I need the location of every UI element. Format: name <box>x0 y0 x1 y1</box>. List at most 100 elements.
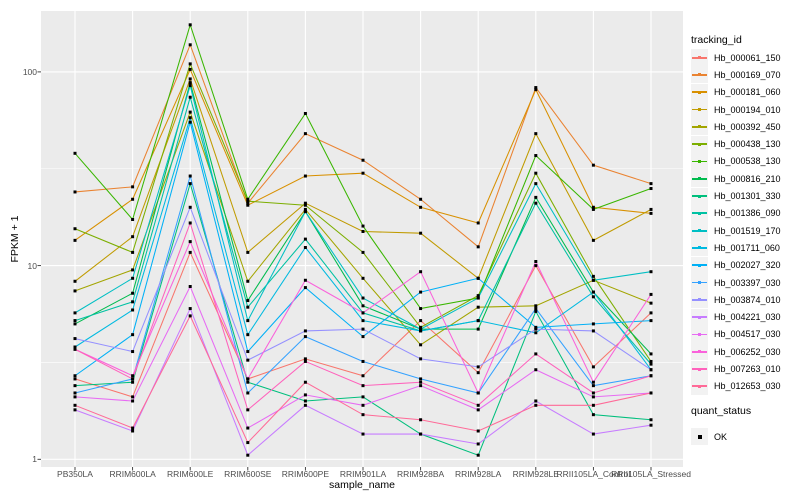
data-point-marker <box>361 327 365 331</box>
data-point-marker <box>188 77 192 81</box>
data-point-marker <box>303 201 307 205</box>
legend-title-quant-status: quant_status <box>691 405 752 417</box>
data-point-marker <box>303 380 307 384</box>
data-point-marker <box>361 432 365 436</box>
legend-item-label: Hb_001301_330 <box>714 191 781 202</box>
data-point-marker <box>303 393 307 397</box>
legend-item: Hb_003397_030 <box>691 274 781 292</box>
data-point-marker <box>131 197 135 201</box>
data-point-marker <box>419 231 423 235</box>
legend-point-swatch-icon <box>698 263 701 267</box>
data-point-marker <box>534 368 538 372</box>
legend-point-swatch-icon <box>698 90 701 94</box>
legend-item-label: Hb_001519_170 <box>714 225 781 236</box>
data-point-marker <box>73 289 77 293</box>
data-point-marker <box>73 311 77 315</box>
data-point-marker <box>73 347 77 351</box>
legend-point-swatch-icon <box>698 159 701 163</box>
legend-item-label: Hb_000061_150 <box>714 52 781 63</box>
data-point-marker <box>534 327 538 331</box>
data-point-marker <box>476 296 480 300</box>
legend-item-label: Hb_004221_030 <box>714 312 781 323</box>
data-point-marker <box>419 270 423 274</box>
legend-item-label: Hb_002027_320 <box>714 260 781 271</box>
data-point-marker <box>419 325 423 329</box>
legend-key-box <box>691 274 708 292</box>
data-point-marker <box>188 285 192 289</box>
data-point-marker <box>476 442 480 446</box>
data-point-marker <box>131 235 135 239</box>
data-point-marker <box>534 352 538 356</box>
data-point-marker <box>303 357 307 361</box>
legend-item-label: Hb_003397_030 <box>714 277 781 288</box>
data-point-marker <box>476 327 480 331</box>
data-point-marker <box>188 95 192 99</box>
data-point-marker <box>246 250 250 254</box>
data-point-marker <box>73 151 77 155</box>
data-point-marker <box>591 163 595 167</box>
data-point-marker <box>131 426 135 430</box>
data-point-marker <box>361 158 365 162</box>
data-point-marker <box>246 197 250 201</box>
data-point-marker <box>534 309 538 313</box>
data-point-marker <box>73 395 77 399</box>
legend-key-box <box>691 291 708 309</box>
data-point-marker <box>188 116 192 120</box>
data-point-marker <box>591 205 595 209</box>
data-point-marker <box>534 304 538 308</box>
legend-key-box <box>691 118 708 136</box>
data-point-marker <box>188 84 192 88</box>
data-point-marker <box>188 67 192 71</box>
legend-point-swatch-icon <box>698 125 701 129</box>
data-point-marker <box>476 429 480 433</box>
data-point-marker <box>246 305 250 309</box>
data-point-marker <box>303 329 307 333</box>
data-point-marker <box>591 295 595 299</box>
data-point-marker <box>476 294 480 298</box>
data-point-marker <box>361 413 365 417</box>
black-square-marker-icon <box>697 434 702 439</box>
legend-key-box <box>691 360 708 378</box>
legend-item: Hb_000538_130 <box>691 152 781 170</box>
data-point-marker <box>246 279 250 283</box>
data-point-marker <box>361 335 365 339</box>
data-point-marker <box>419 377 423 381</box>
legend-key-box <box>691 256 708 274</box>
data-point-marker <box>361 229 365 233</box>
data-point-marker <box>361 384 365 388</box>
data-point-marker <box>361 224 365 228</box>
legend-item: Hb_000169_070 <box>691 66 781 84</box>
data-point-marker <box>188 221 192 225</box>
data-point-marker <box>73 377 77 381</box>
data-point-marker <box>188 110 192 114</box>
data-point-marker <box>188 307 192 311</box>
x-tick-label: PB350LA <box>57 469 93 479</box>
data-point-marker <box>303 246 307 250</box>
legend-point-swatch-icon <box>698 246 701 250</box>
legend-item: Hb_007263_010 <box>691 360 781 378</box>
y-tick-label: 100 <box>22 66 37 77</box>
data-point-marker <box>188 314 192 318</box>
data-point-marker <box>246 453 250 457</box>
data-point-marker <box>591 365 595 369</box>
data-point-marker <box>649 319 653 323</box>
legend-key-box <box>691 152 708 170</box>
data-point-marker <box>419 432 423 436</box>
legend-key-box <box>691 308 708 326</box>
data-point-marker <box>534 325 538 329</box>
data-point-marker <box>534 399 538 403</box>
data-point-marker <box>419 327 423 331</box>
legend-item: Hb_000194_010 <box>691 101 781 119</box>
data-point-marker <box>419 290 423 294</box>
legend-point-swatch-icon <box>698 350 701 354</box>
data-point-marker <box>73 408 77 412</box>
data-point-marker <box>303 286 307 290</box>
legend-key-box <box>691 66 708 84</box>
legend-item-label: Hb_001711_060 <box>714 242 780 253</box>
legend-key-box <box>691 83 708 101</box>
data-point-marker <box>476 408 480 412</box>
legend-key-box <box>691 204 708 222</box>
y-tick-label: 1 <box>32 454 37 465</box>
data-point-marker <box>73 403 77 407</box>
